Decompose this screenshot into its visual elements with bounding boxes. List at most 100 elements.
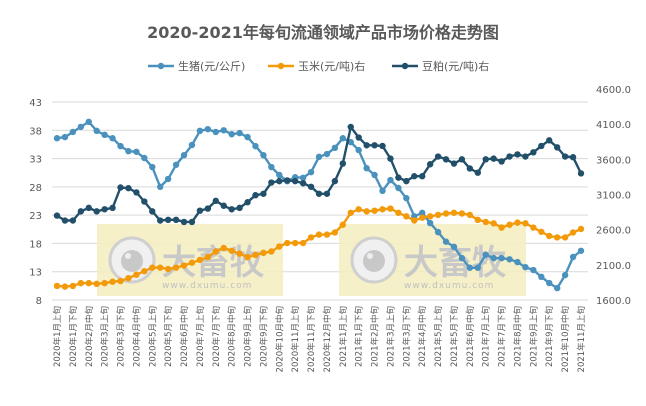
x-tick-label: 2020年7月上旬: [195, 306, 206, 367]
data-point: [482, 218, 489, 226]
data-point: [442, 210, 450, 217]
legend-dot-marker: [277, 62, 285, 70]
data-point: [363, 164, 370, 172]
data-point: [268, 248, 275, 255]
data-point: [506, 256, 513, 263]
data-point: [403, 213, 410, 220]
watermark-logo-highlight-icon: [367, 253, 373, 259]
data-point: [77, 208, 85, 215]
data-point: [419, 173, 426, 180]
data-point: [220, 127, 227, 134]
x-tick-label: 2021年11月上旬: [576, 306, 587, 372]
data-point: [125, 184, 132, 192]
data-point: [355, 134, 362, 141]
data-point: [379, 206, 386, 213]
data-point: [458, 210, 466, 217]
data-point: [474, 216, 481, 224]
data-point: [101, 279, 108, 287]
data-point: [458, 156, 466, 163]
data-point: [61, 133, 69, 141]
y-left-tick-label: 33: [29, 155, 42, 166]
data-point: [363, 208, 370, 215]
y-right-tick-label: 3100.0: [596, 191, 631, 202]
data-point: [331, 229, 339, 236]
y-axis-right: 1600.0 2100.0 2600.0 3100.0 3600.0 4100.0 4600…: [596, 85, 631, 307]
data-point: [522, 153, 529, 160]
data-point: [220, 244, 227, 252]
data-point: [307, 234, 315, 241]
data-point: [387, 176, 394, 184]
data-point: [498, 158, 505, 165]
data-point: [482, 251, 489, 258]
data-point: [117, 277, 124, 285]
data-point: [466, 264, 474, 271]
y-right-tick-label: 2600.0: [596, 226, 631, 237]
data-point: [522, 220, 529, 227]
data-point: [244, 199, 251, 206]
y-right-tick-label: 3600.0: [596, 155, 631, 166]
data-point: [244, 253, 251, 261]
data-point: [474, 264, 481, 271]
data-point: [561, 271, 569, 279]
x-tick-label: 2021年1月上旬: [338, 306, 349, 367]
y-left-tick-label: 23: [29, 211, 42, 222]
legend-dot-marker: [401, 62, 409, 70]
data-point: [339, 135, 347, 142]
x-tick-label: 2021年7月下旬: [497, 306, 508, 367]
data-point: [561, 234, 569, 241]
data-point: [77, 279, 85, 287]
data-point: [538, 228, 545, 235]
x-tick-label: 2021年3月上旬: [385, 306, 396, 367]
x-tick-label: 2020年11月上旬: [290, 306, 301, 372]
data-point: [379, 187, 386, 195]
legend-label: 玉米(元/吨)右: [298, 59, 365, 73]
x-tick-label: 2020年7月下旬: [211, 306, 222, 367]
data-point: [212, 128, 219, 136]
data-point: [299, 239, 307, 247]
data-point: [69, 282, 77, 290]
legend-label: 生猪(元/公斤): [178, 59, 245, 73]
legend-item: 玉米(元/吨)右: [268, 59, 365, 73]
data-point: [53, 282, 61, 290]
data-point: [419, 214, 426, 221]
data-point: [323, 190, 331, 197]
data-point: [546, 279, 553, 287]
data-point: [403, 177, 410, 185]
data-point: [323, 231, 331, 238]
data-point: [260, 151, 267, 159]
data-point: [212, 197, 219, 205]
data-point: [53, 212, 61, 219]
data-point: [276, 243, 283, 250]
data-point: [395, 209, 402, 216]
x-tick-label: 2021年8月中旬: [512, 306, 523, 367]
data-point: [117, 142, 124, 150]
watermark-brand: 大畜牧: [162, 243, 265, 283]
data-point: [244, 133, 251, 141]
data-point: [347, 209, 354, 216]
x-tick-label: 2020年6月中旬: [179, 306, 190, 367]
x-axis: 2020年1月上旬 2020年1月下旬 2020年2月中旬 2020年3月上旬 2020…: [52, 299, 588, 372]
data-point: [180, 151, 188, 159]
data-point: [291, 177, 299, 185]
data-point: [276, 171, 283, 179]
data-point: [69, 128, 77, 136]
data-point: [546, 137, 553, 144]
data-point: [363, 142, 370, 149]
data-point: [498, 254, 505, 262]
data-point: [546, 232, 553, 240]
data-point: [506, 221, 513, 228]
data-point: [315, 153, 323, 161]
data-point: [196, 207, 204, 214]
data-point: [196, 127, 204, 135]
x-tick-label: 2020年8月中旬: [227, 306, 238, 367]
data-point: [434, 153, 442, 160]
x-tick-label: 2021年6月中旬: [465, 306, 476, 367]
x-tick-label: 2021年2月中旬: [370, 306, 381, 367]
y-right-tick-label: 4100.0: [596, 120, 631, 131]
data-point: [101, 206, 108, 213]
data-point: [569, 154, 577, 161]
legend-item: 生猪(元/公斤): [148, 59, 245, 73]
data-point: [569, 229, 577, 236]
